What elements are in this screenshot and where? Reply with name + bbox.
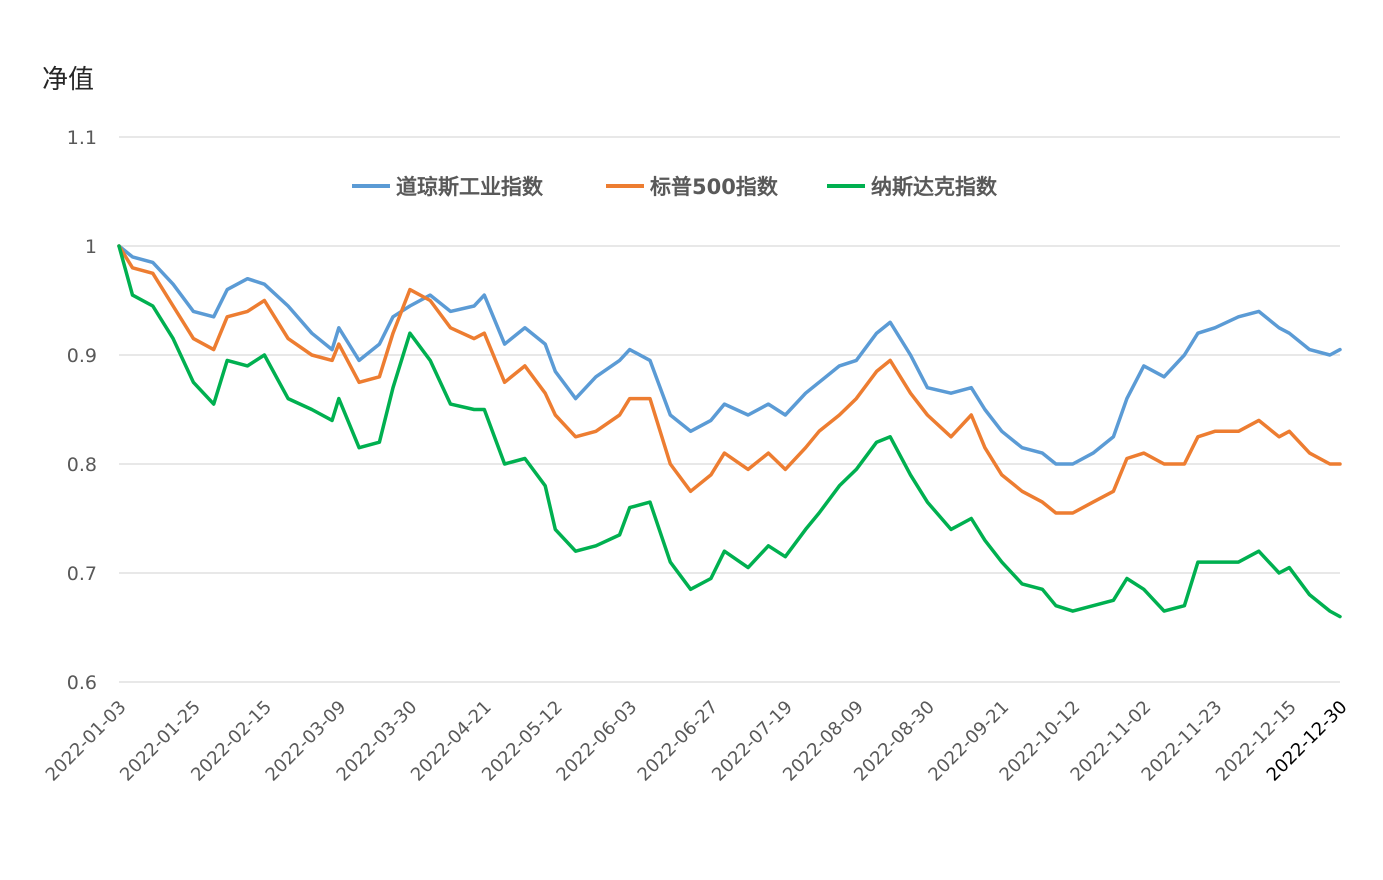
series-line-1 [117, 244, 1342, 515]
y-tick-labels: 0.6 0.7 0.8 0.9 1 1.1 [67, 127, 97, 694]
x-tick-labels: 2022-01-032022-01-252022-02-152022-03-09… [42, 697, 1352, 786]
y-tick-label: 1 [85, 236, 97, 258]
legend-label: 道琼斯工业指数 [396, 175, 544, 199]
legend-item: 道琼斯工业指数 [352, 175, 544, 199]
legend-label: 纳斯达克指数 [871, 175, 998, 199]
y-tick-label: 0.8 [67, 454, 97, 476]
legend-item: 标普500指数 [606, 175, 779, 199]
x-tick-label: 2022-06-03 [552, 697, 641, 786]
legend-label: 标普500指数 [650, 175, 779, 199]
y-tick-label: 1.1 [67, 127, 97, 149]
legend-item: 纳斯达克指数 [827, 175, 998, 199]
y-axis-title: 净值 [42, 65, 94, 95]
legend: 道琼斯工业指数 标普500指数 纳斯达克指数 [352, 175, 998, 199]
y-tick-label: 0.7 [67, 563, 97, 585]
series-line-2 [117, 244, 1342, 619]
series-line-0 [117, 244, 1342, 466]
y-tick-label: 0.6 [67, 672, 97, 694]
grid [119, 136, 1340, 683]
series-lines [117, 244, 1342, 619]
y-tick-label: 0.9 [67, 345, 97, 367]
